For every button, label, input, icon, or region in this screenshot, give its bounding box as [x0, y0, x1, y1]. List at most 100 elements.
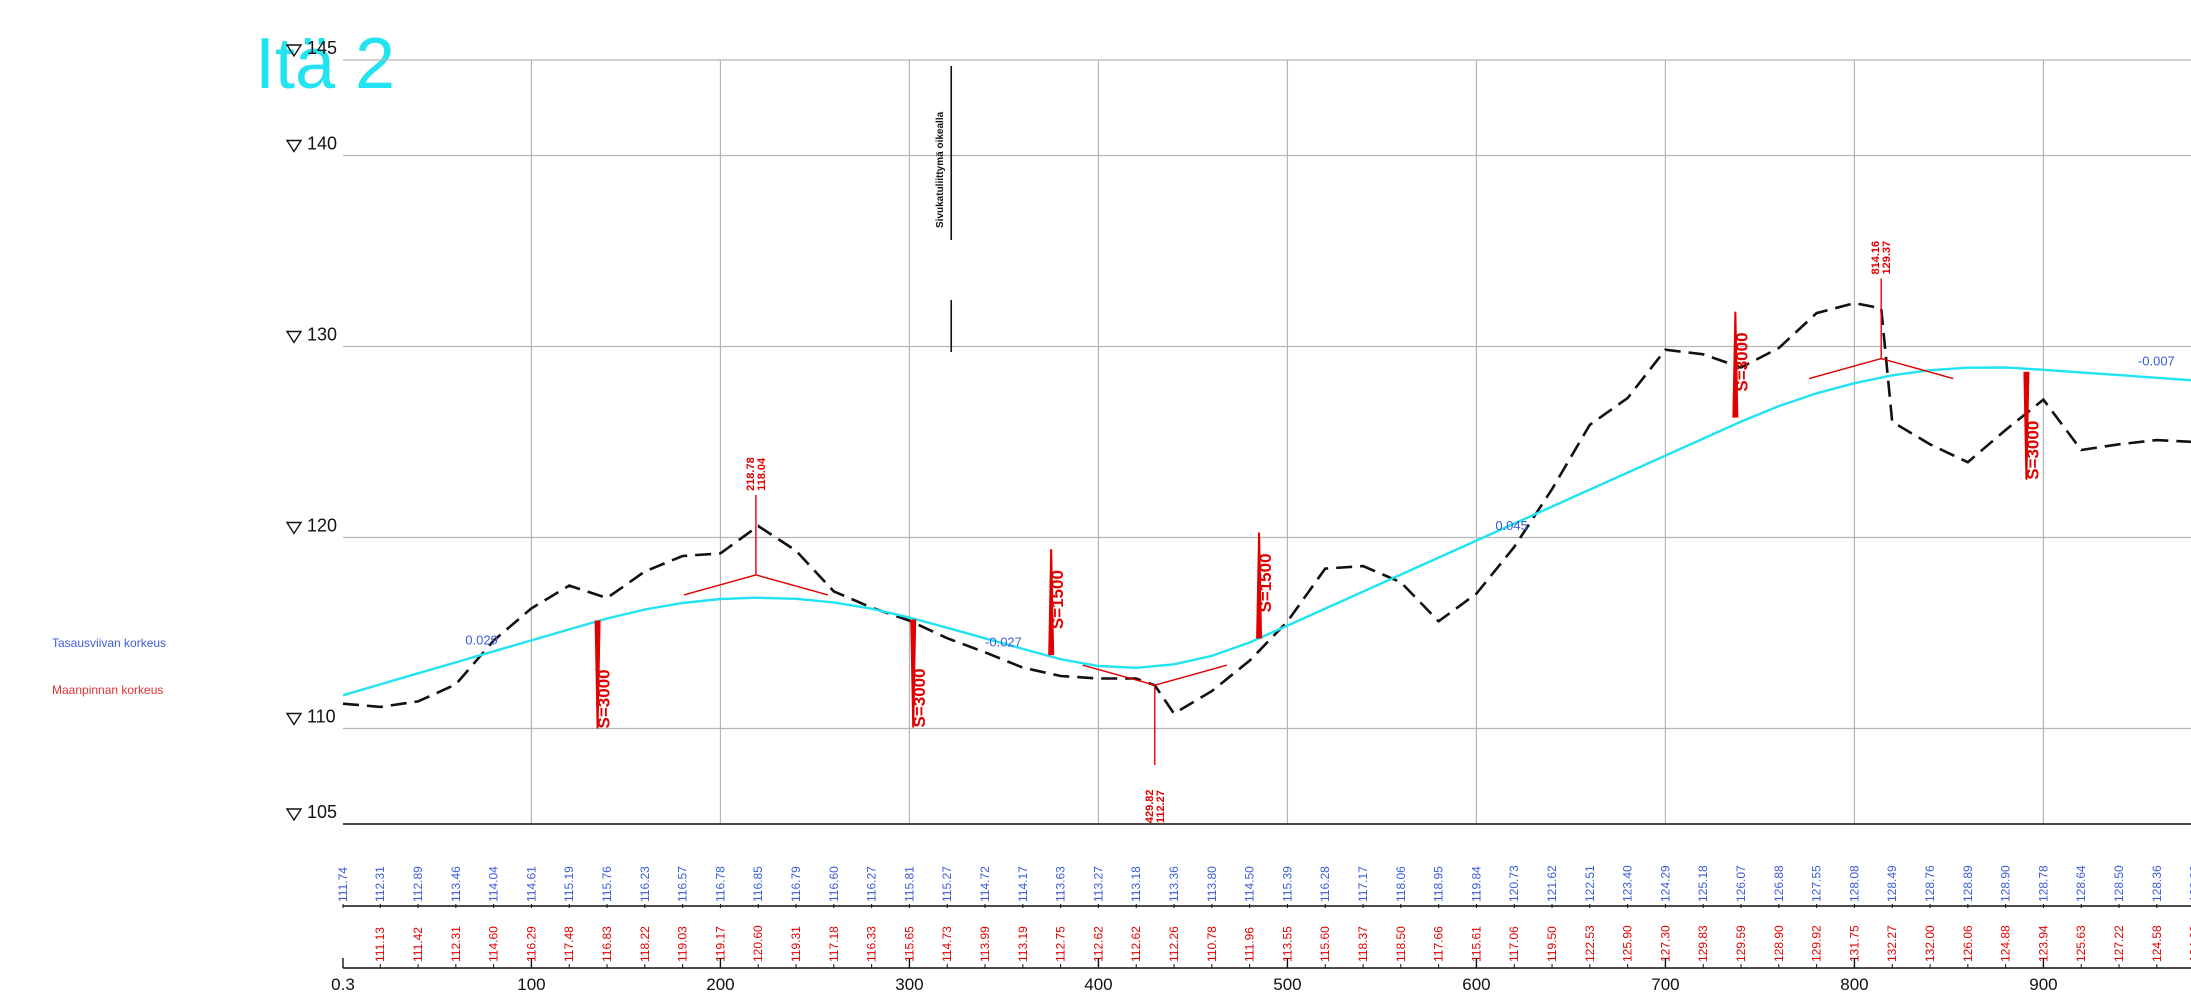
tangent-line — [1881, 357, 1954, 380]
station-label: 900 — [2029, 975, 2057, 994]
design-elevation-value: 117.17 — [1356, 866, 1370, 902]
ground-elevation-value: 112.75 — [1054, 926, 1068, 962]
design-elevation-value: 128.78 — [2036, 865, 2050, 902]
design-elevation-value: 113.63 — [1054, 866, 1068, 902]
tangent-line — [1809, 357, 1882, 380]
design-elevation-value: 128.50 — [2112, 865, 2126, 902]
ground-elevation-value: 124.88 — [2188, 925, 2191, 962]
design-elevation-value: 113.18 — [1129, 866, 1143, 902]
ground-elevation-value: 110.78 — [1205, 926, 1219, 962]
tangent-line — [1082, 664, 1155, 686]
design-elevation-value: 126.07 — [1734, 865, 1748, 902]
pi-station-label: 814.16 — [1870, 241, 1882, 275]
design-elevation-value: 125.18 — [1696, 865, 1710, 902]
pi-station-label: 218.78 — [745, 457, 757, 491]
ground-elevation-value: 132.00 — [1923, 925, 1937, 962]
design-elevation-value: 113.27 — [1091, 866, 1105, 902]
elevation-marker-icon — [285, 521, 303, 535]
design-elevation-value: 128.90 — [1999, 865, 2013, 902]
radius-label: S=1500 — [1048, 570, 1067, 629]
ground-elevation-value: 113.55 — [1280, 926, 1294, 962]
station-label: 100 — [517, 975, 545, 994]
radius-label: S=3000 — [2023, 421, 2042, 480]
design-elevation-value: 111.74 — [336, 867, 350, 902]
design-elevation-value: 126.88 — [1772, 865, 1786, 902]
design-elevation-value: 115.39 — [1280, 866, 1294, 902]
design-elevation-row-label: Tasausviivan korkeus — [52, 636, 167, 650]
elevation-label: 120 — [307, 516, 337, 536]
design-elevation-value: 128.49 — [1885, 865, 1899, 902]
ground-elevation-value: 118.50 — [1394, 926, 1408, 962]
ground-elevation-value: 117.18 — [827, 926, 841, 962]
design-elevation-value: 112.31 — [373, 866, 387, 902]
design-elevation-value: 127.55 — [1810, 865, 1824, 902]
ground-elevation-value: 115.65 — [902, 926, 916, 962]
drawing-title: Itä 2 — [255, 24, 396, 104]
ground-elevation-value: 128.90 — [1772, 925, 1786, 962]
design-elevation-value: 114.72 — [978, 866, 992, 902]
design-elevation-value: 115.81 — [902, 866, 916, 902]
pi-elevation-label: 118.04 — [756, 457, 768, 491]
design-elevation-value: 115.27 — [940, 866, 954, 902]
ground-profile-line — [342, 301, 2191, 716]
design-elevation-value: 116.60 — [827, 866, 841, 902]
ground-elevation-value: 111.96 — [1243, 927, 1257, 962]
ground-elevation-row-label: Maanpinnan korkeus — [52, 683, 164, 697]
radius-marker-wedge — [594, 620, 601, 729]
ground-elevation-value: 111.13 — [373, 927, 387, 962]
ground-elevation-value: 116.83 — [600, 926, 614, 962]
radius-marker-wedge — [910, 619, 917, 728]
station-label: 300 — [895, 975, 923, 994]
design-elevation-value: 123.40 — [1621, 865, 1635, 902]
ground-elevation-value: 112.31 — [449, 926, 463, 962]
radius-marker-wedge — [1732, 311, 1739, 418]
design-elevation-value: 118.06 — [1394, 866, 1408, 902]
ground-elevation-value: 131.75 — [1847, 925, 1861, 962]
design-elevation-value: 128.76 — [1923, 865, 1937, 902]
pi-elevation-label: 112.27 — [1155, 790, 1167, 823]
radius-marker-wedge — [2023, 371, 2030, 480]
ground-elevation-value: 127.30 — [1658, 925, 1672, 962]
design-elevation-value: 116.85 — [751, 866, 765, 902]
design-elevation-value: 116.78 — [713, 866, 727, 902]
design-elevation-value: 112.89 — [411, 866, 425, 902]
design-elevation-value: 116.79 — [789, 866, 803, 902]
design-elevation-value: 116.27 — [865, 866, 879, 902]
ground-elevation-value: 129.59 — [1734, 925, 1748, 962]
station-label: 400 — [1084, 975, 1112, 994]
ground-elevation-value: 129.92 — [1810, 925, 1824, 962]
ground-elevation-value: 125.90 — [1621, 925, 1635, 962]
ground-elevation-value: 112.26 — [1167, 926, 1181, 962]
elevation-marker-icon — [285, 808, 303, 822]
design-elevation-value: 128.08 — [1847, 865, 1861, 902]
radius-marker-wedge — [1256, 532, 1263, 639]
ground-elevation-value: 117.66 — [1432, 926, 1446, 962]
design-elevation-value: 122.51 — [1583, 865, 1597, 902]
design-elevation-value: 128.22 — [2188, 865, 2191, 902]
design-elevation-value: 116.23 — [638, 866, 652, 902]
ground-elevation-value: 120.60 — [751, 925, 765, 962]
grade-label: -0.007 — [2138, 354, 2175, 369]
radius-label: S=1500 — [1256, 553, 1275, 612]
grade-label: 0.045 — [1495, 518, 1528, 533]
ground-elevation-value: 112.62 — [1129, 926, 1143, 962]
elevation-label: 110 — [307, 707, 336, 727]
ground-elevation-value: 115.61 — [1469, 926, 1483, 962]
design-elevation-value: 118.95 — [1432, 866, 1446, 902]
design-elevation-value: 116.28 — [1318, 866, 1332, 902]
ground-elevation-value: 116.33 — [865, 926, 879, 962]
ground-elevation-value: 117.06 — [1507, 926, 1521, 962]
station-label: 200 — [706, 975, 734, 994]
ground-elevation-value: 113.19 — [1016, 926, 1030, 962]
ground-elevation-value: 116.29 — [524, 926, 538, 962]
ground-elevation-value: 115.60 — [1318, 926, 1332, 962]
radius-marker-wedge — [1048, 549, 1055, 656]
ground-elevation-value: 129.83 — [1696, 925, 1710, 962]
radius-label: S=3000 — [910, 668, 929, 727]
ground-elevation-value: 127.22 — [2112, 925, 2126, 962]
design-elevation-value: 128.89 — [1961, 865, 1975, 902]
tangent-line — [1154, 664, 1227, 686]
design-elevation-value: 124.29 — [1658, 865, 1672, 902]
ground-elevation-value: 118.37 — [1356, 926, 1370, 962]
